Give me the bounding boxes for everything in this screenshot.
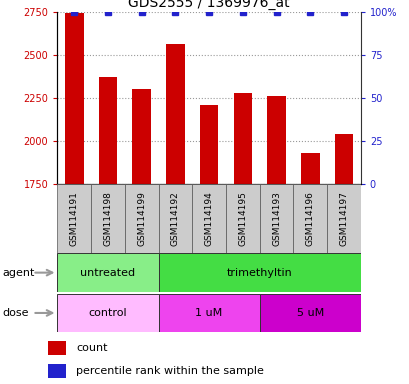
Bar <box>91 184 124 253</box>
Text: untreated: untreated <box>80 268 135 278</box>
Text: GSM114191: GSM114191 <box>70 192 79 246</box>
Bar <box>99 77 117 184</box>
Text: 5 uM: 5 uM <box>296 308 323 318</box>
Text: count: count <box>76 343 108 353</box>
Bar <box>124 184 158 253</box>
Bar <box>326 184 360 253</box>
Bar <box>192 184 225 253</box>
Bar <box>158 184 192 253</box>
Bar <box>57 184 91 253</box>
Bar <box>225 184 259 253</box>
Text: control: control <box>88 308 127 318</box>
Bar <box>293 184 326 253</box>
Text: GSM114192: GSM114192 <box>171 192 180 246</box>
Bar <box>259 184 293 253</box>
Text: trimethyltin: trimethyltin <box>226 268 292 278</box>
Bar <box>259 294 360 332</box>
Bar <box>158 294 259 332</box>
Bar <box>57 294 158 332</box>
Text: percentile rank within the sample: percentile rank within the sample <box>76 366 263 376</box>
Bar <box>57 253 158 292</box>
Bar <box>65 13 83 184</box>
Bar <box>132 89 151 184</box>
Text: dose: dose <box>2 308 29 318</box>
Bar <box>267 96 285 184</box>
Title: GDS2555 / 1369976_at: GDS2555 / 1369976_at <box>128 0 289 10</box>
Text: GSM114194: GSM114194 <box>204 192 213 246</box>
Bar <box>233 93 252 184</box>
Bar <box>48 341 65 355</box>
Bar <box>48 364 65 378</box>
Text: GSM114193: GSM114193 <box>271 192 280 246</box>
Text: 1 uM: 1 uM <box>195 308 222 318</box>
Text: GSM114195: GSM114195 <box>238 192 247 246</box>
Bar <box>300 153 319 184</box>
Bar <box>166 44 184 184</box>
Text: GSM114197: GSM114197 <box>339 192 348 246</box>
Text: GSM114196: GSM114196 <box>305 192 314 246</box>
Text: GSM114199: GSM114199 <box>137 192 146 246</box>
Text: agent: agent <box>2 268 34 278</box>
Bar <box>199 105 218 184</box>
Bar <box>334 134 353 184</box>
Bar <box>158 253 360 292</box>
Text: GSM114198: GSM114198 <box>103 192 112 246</box>
